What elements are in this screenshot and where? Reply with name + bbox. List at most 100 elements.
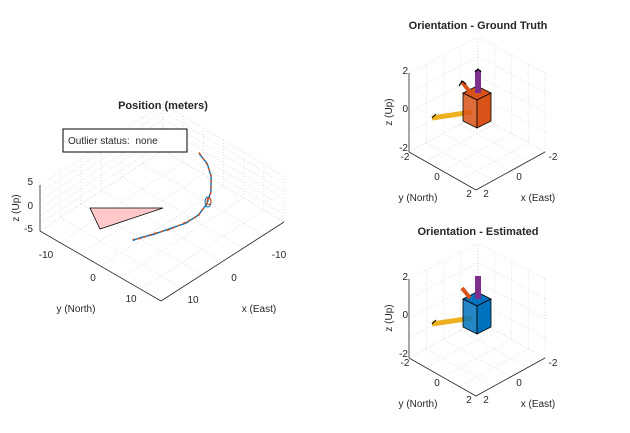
grid-line: [100, 185, 224, 267]
gt-body: [431, 68, 492, 129]
trajectory-point-0-8: [152, 233, 155, 235]
pos-z-tick-neg5: -5: [24, 224, 33, 235]
grid-line: [121, 176, 244, 249]
orientation-ground-truth-plot: Orientation - Ground Truth 2 0 -2 z (Up)…: [384, 20, 558, 204]
grid-line: [120, 197, 244, 278]
grid-line: [477, 36, 546, 74]
gt-y-tick-2: 2: [466, 189, 472, 200]
body-right-face: [476, 298, 492, 335]
axis-line: [408, 151, 477, 191]
gt-xlabel: x (East): [521, 193, 555, 204]
grid-line: [477, 281, 546, 319]
grid-line: [425, 123, 495, 162]
trajectory-point-1-5: [197, 215, 199, 217]
grid-line: [39, 111, 164, 193]
gt-x-tick-2: 2: [483, 189, 489, 200]
trajectory-line-1: [133, 152, 212, 240]
gt-z-tick-0: 0: [402, 104, 408, 115]
pos-x-tick-10: 10: [187, 295, 199, 306]
position-title: Position (meters): [118, 100, 208, 112]
gt-title: Orientation - Ground Truth: [409, 20, 548, 32]
grid-line: [443, 133, 511, 172]
trajectory-point-1-9: [140, 237, 142, 239]
est-x-tick-0: 0: [516, 378, 522, 389]
pos-y-tick-neg10: -10: [39, 250, 54, 261]
est-x-tick-neg2: -2: [549, 358, 558, 369]
grid-line: [460, 329, 528, 368]
est-ylabel: y (North): [399, 399, 438, 410]
gt-y-tick-0: 0: [434, 172, 440, 183]
gt-x-tick-neg2: -2: [549, 152, 558, 163]
grid-line: [39, 142, 164, 224]
grid-line: [426, 142, 494, 181]
pos-z-tick-5: 5: [27, 177, 33, 188]
trajectory-point-0-6: [185, 222, 187, 224]
grid-line: [39, 134, 164, 216]
position-plot: Position (meters) Outlier status: none 5…: [11, 100, 287, 315]
grid-line: [408, 36, 479, 74]
grid-line: [477, 75, 546, 113]
grid-line: [408, 281, 479, 319]
pos-y-tick-10: 10: [125, 294, 137, 305]
sensor-fov-wedge: [89, 207, 164, 230]
grid-line: [162, 111, 285, 184]
trajectory-point-0-10: [132, 239, 134, 241]
y-axis-arrow: [460, 286, 472, 300]
grid-line: [477, 56, 546, 94]
trajectory-series: [132, 152, 212, 241]
est-zlabel: z (Up): [384, 304, 395, 331]
est-y-tick-2: 2: [466, 395, 472, 406]
axis-line: [475, 151, 546, 191]
grid-line: [162, 142, 285, 215]
grid-line: [442, 133, 512, 172]
trajectory-point-1-0: [198, 152, 200, 154]
est-z-tick-2: 2: [402, 272, 408, 283]
trajectory-point-0-7: [169, 228, 171, 230]
x-axis-arrowhead: [431, 113, 437, 119]
est-x-tick-2: 2: [483, 395, 489, 406]
pos-ylabel: y (North): [57, 304, 96, 315]
outlier-status-box: Outlier status: none: [62, 128, 188, 153]
est-y-tick-neg2: -2: [401, 358, 410, 369]
trajectory-point-1-2: [210, 174, 212, 176]
gt-y-tick-neg2: -2: [401, 152, 410, 163]
trajectory-point-1-3: [210, 191, 212, 193]
pos-z-tick-0: 0: [27, 201, 33, 212]
grid-line: [140, 209, 264, 290]
grid-line: [142, 163, 264, 236]
gt-z-tick-neg2: -2: [399, 143, 408, 154]
grid-line: [408, 262, 479, 300]
grid-line: [39, 103, 164, 186]
gt-ylabel: y (North): [399, 193, 438, 204]
grid-line: [477, 262, 546, 300]
grid-line: [426, 348, 494, 387]
axis-line: [160, 221, 285, 302]
grid-line: [425, 329, 495, 368]
svg-text:Outlier status: none: Outlier status: none: [68, 136, 158, 147]
gt-zlabel: z (Up): [384, 98, 395, 125]
grid-line: [443, 339, 511, 378]
est-body: [431, 68, 492, 335]
outlier-status-value: none: [135, 136, 158, 147]
grid-line: [408, 75, 479, 113]
grid-line: [408, 56, 479, 94]
position-grid: [39, 103, 285, 302]
pos-zlabel: z (Up): [11, 194, 22, 221]
est-xlabel: x (East): [521, 399, 555, 410]
trajectory-point-0-9: [140, 236, 142, 238]
est-title: Orientation - Estimated: [417, 226, 538, 238]
grid-line: [442, 339, 512, 378]
grid-line: [80, 173, 204, 255]
est-z-tick-0: 0: [402, 310, 408, 321]
axis-line: [39, 230, 162, 302]
est-z-tick-neg2: -2: [399, 349, 408, 360]
trajectory-point-1-10: [132, 238, 134, 240]
grid-line: [162, 103, 285, 177]
grid-line: [408, 242, 479, 280]
gt-x-tick-0: 0: [516, 172, 522, 183]
grid-line: [101, 190, 223, 262]
trajectory-point-1-7: [169, 229, 171, 231]
trajectory-point-1-1: [206, 163, 208, 166]
z-axis-arrowhead: [474, 68, 482, 73]
